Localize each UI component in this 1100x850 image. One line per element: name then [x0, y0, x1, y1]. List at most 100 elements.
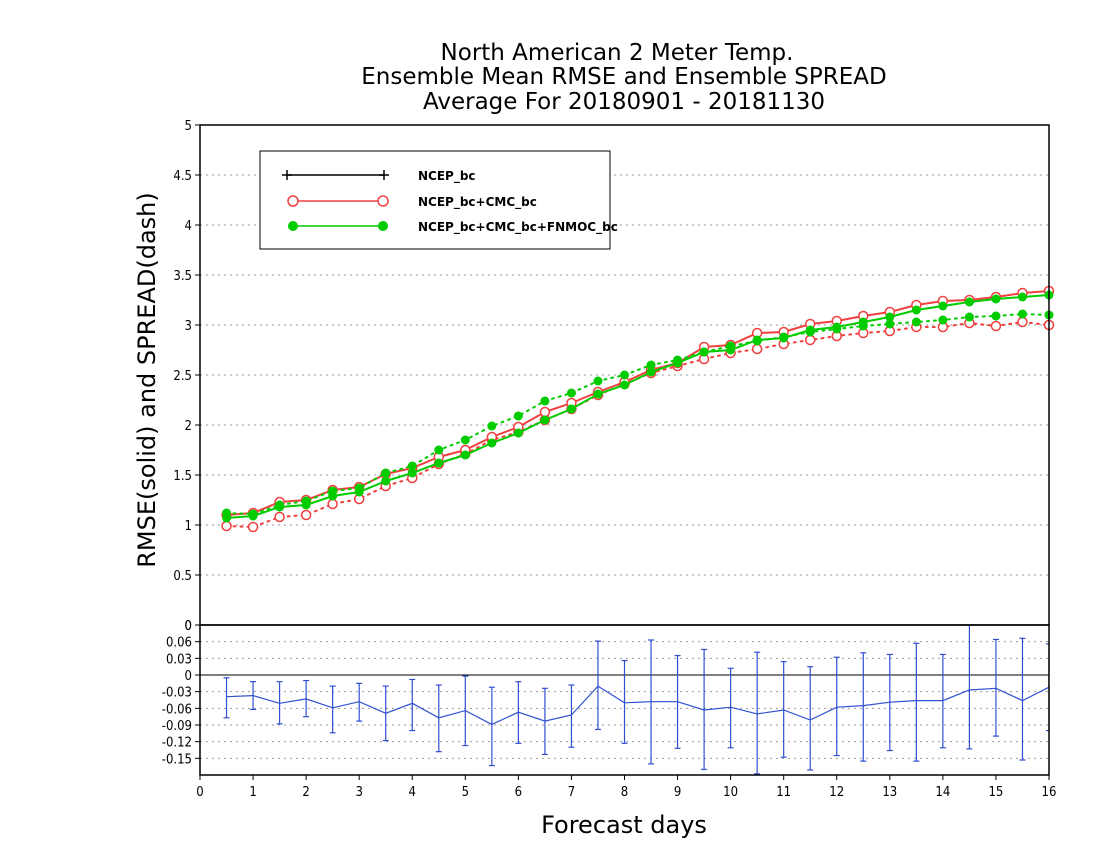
x-tick-label: 9 — [674, 785, 681, 800]
rmse-point — [301, 500, 311, 510]
difference-panel — [200, 625, 1049, 775]
spread-point — [540, 396, 550, 406]
rmse-point — [460, 450, 470, 460]
spread-line — [225, 320, 1050, 529]
spread-point — [620, 370, 629, 380]
x-tick-label: 14 — [935, 785, 950, 800]
x-tick-label: 1 — [249, 785, 256, 800]
spread-point — [460, 435, 470, 445]
rmse-point — [328, 491, 338, 501]
rmse-point — [620, 380, 629, 390]
y-tick-label: 2.5 — [173, 369, 192, 384]
legend-marker-open-circle — [377, 195, 389, 207]
rmse-point — [805, 325, 815, 335]
y-tick-label: 3.5 — [173, 269, 192, 284]
spread-point — [274, 511, 285, 523]
spread-point — [593, 376, 603, 386]
diff-y-tick-label: 0 — [185, 669, 192, 684]
rmse-point — [964, 297, 974, 307]
rmse-point — [513, 428, 523, 438]
spread-point — [381, 468, 391, 478]
rmse-point — [566, 404, 576, 414]
spread-point — [487, 421, 497, 431]
rmse-point — [699, 347, 709, 357]
legend-item-ncep-bc: NCEP_bc — [282, 169, 476, 184]
diff-series — [223, 625, 1049, 775]
y-tick-label: 1.5 — [173, 469, 192, 484]
x-tick-label: 4 — [409, 785, 416, 800]
rmse-point — [539, 406, 551, 418]
spread-point — [513, 411, 523, 421]
rmse-point — [832, 322, 842, 332]
x-tick-label: 11 — [776, 785, 791, 800]
spread-point — [407, 461, 417, 471]
rmse-point — [991, 294, 1001, 304]
legend-item-ncep-cmc-fnmoc: NCEP_bc+CMC_bc+FNMOC_bc — [288, 220, 618, 235]
diff-y-tick-label: 0.03 — [166, 652, 192, 667]
rmse-point — [381, 476, 391, 486]
x-tick-label: 13 — [882, 785, 897, 800]
rmse-point — [275, 502, 285, 512]
rmse-point — [726, 345, 736, 355]
rmse-point — [779, 333, 789, 343]
diff-top-tick-label: 0 — [185, 619, 192, 634]
rmse-point — [407, 468, 417, 478]
rmse-point — [354, 487, 364, 497]
legend-marker-filled-circle — [378, 221, 388, 231]
legend-label-ncep-cmc-fnmoc: NCEP_bc+CMC_bc+FNMOC_bc — [418, 220, 618, 235]
y-tick-label: 4 — [185, 219, 192, 234]
spread-point — [991, 311, 1001, 321]
spread-line — [225, 312, 1050, 516]
rmse-point — [248, 511, 258, 521]
y-axis-label: RMSE(solid) and SPREAD(dash) — [133, 192, 161, 568]
diff-y-tick-label: -0.03 — [162, 686, 192, 701]
rmse-point — [487, 438, 497, 448]
x-tick-label: 12 — [829, 785, 844, 800]
diff-mean-line — [226, 685, 1049, 726]
rmse-point — [938, 301, 948, 311]
y-tick-label: 5 — [185, 119, 192, 134]
legend-marker-plus — [282, 170, 389, 180]
spread-point — [911, 317, 921, 327]
rmse-point — [222, 513, 232, 523]
spread-point — [434, 445, 444, 455]
x-tick-label: 2 — [302, 785, 309, 800]
y-tick-label: 1 — [185, 519, 192, 534]
legend-label-ncep-bc: NCEP_bc — [418, 169, 476, 184]
x-tick-label: 6 — [515, 785, 522, 800]
y-tick-label: 0 — [185, 619, 192, 634]
rmse-point — [885, 312, 895, 322]
spread-point — [247, 521, 259, 533]
spread-point — [964, 312, 974, 322]
legend-label-ncep-cmc: NCEP_bc+CMC_bc — [418, 195, 537, 210]
spread-point — [1017, 316, 1028, 328]
rmse-point — [593, 389, 603, 399]
spread-point — [885, 319, 895, 329]
x-tick-label: 0 — [196, 785, 203, 800]
y-tick-label: 2 — [185, 419, 192, 434]
ticks-layer: 00.511.522.533.544.550 1 2 3 4 5 6 7 8 9 10 11 12 13 1… — [162, 119, 1057, 800]
spread-point — [938, 315, 948, 325]
legend-marker-open-circle — [287, 195, 299, 207]
diff-y-tick-label: -0.15 — [162, 752, 192, 767]
legend-item-ncep-cmc: NCEP_bc+CMC_bc — [287, 195, 537, 210]
series-2 — [222, 290, 1054, 523]
spread-point — [990, 320, 1002, 332]
spread-point — [1017, 309, 1027, 319]
legend-marker-filled-circle — [288, 221, 298, 231]
rmse-line — [226, 290, 1050, 516]
spread-point — [751, 343, 763, 355]
rmse-point — [858, 317, 868, 327]
legend: NCEP_bc NCEP_bc+CMC_bc NCEP_bc+CMC_bc+FN… — [259, 150, 618, 250]
x-tick-label: 10 — [723, 785, 738, 800]
legend-box — [259, 150, 611, 250]
spread-point — [646, 360, 656, 370]
diff-y-tick-label: -0.09 — [162, 719, 192, 734]
x-axis-label: Forecast days — [541, 811, 707, 839]
x-tick-label: 8 — [621, 785, 628, 800]
x-tick-label: 3 — [355, 785, 362, 800]
chart-title-line-3: Average For 20180901 - 20181130 — [423, 89, 825, 115]
chart-title-line-1: North American 2 Meter Temp. — [441, 40, 794, 66]
x-tick-label: 16 — [1042, 785, 1057, 800]
